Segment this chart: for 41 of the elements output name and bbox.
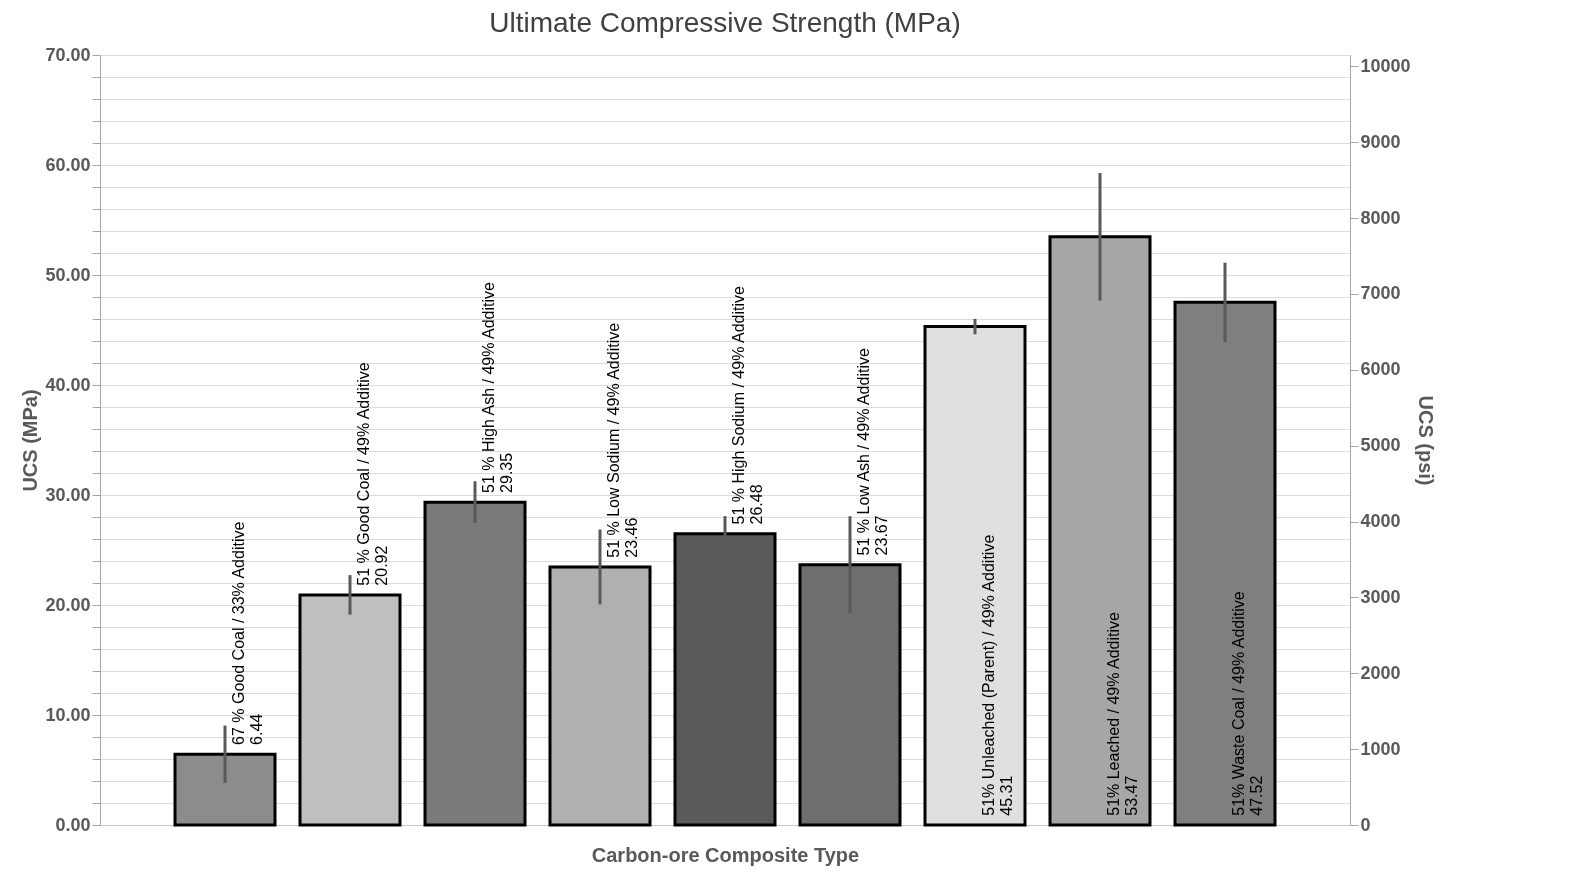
y-tick-label: 70.00 [45,44,91,65]
data-label: 29.35 [498,452,515,493]
data-label: 6.44 [248,713,265,745]
y2-tick-label: 6000 [1360,359,1401,380]
x-tick-label: 51% Unleached (Parent) / 49% Additive [980,534,997,816]
y2-tick-label: 8000 [1360,207,1401,228]
x-tick-label: 51% Leached / 49% Additive [1105,611,1122,816]
y2-tick-label: 1000 [1360,738,1401,759]
data-label: 23.46 [623,517,640,558]
data-label: 47.52 [1248,775,1265,816]
y-tick-label: 60.00 [45,154,91,175]
x-tick-label: 51 % High Sodium / 49% Additive [730,286,747,525]
y2-tick-label: 10000 [1360,55,1411,76]
x-tick-label: 51 % Low Sodium / 49% Additive [605,322,622,558]
x-axis-title: Carbon-ore Composite Type [591,843,860,866]
data-label: 23.67 [873,515,890,556]
x-tick-label: 51 % Good Coal / 49% Additive [355,362,372,586]
y2-tick-label: 5000 [1360,435,1401,456]
x-tick-label: 51 % Low Ash / 49% Additive [855,348,872,556]
data-label: 53.47 [1123,775,1140,816]
y-tick-label: 20.00 [45,594,91,615]
data-label: 20.92 [373,545,390,586]
y-tick-label: 0.00 [55,814,91,835]
y-tick-label: 40.00 [45,374,91,395]
y2-tick-label: 2000 [1360,662,1401,683]
y-tick-label: 30.00 [45,484,91,505]
data-label: 45.31 [998,775,1015,816]
x-tick-label: 51% Waste Coal / 49% Additive [1230,591,1247,816]
x-tick-label: 51 % High Ash / 49% Additive [480,282,497,493]
y-tick-label: 50.00 [45,264,91,285]
chart-title: Ultimate Compressive Strength (MPa) [489,7,961,38]
y2-tick-label: 7000 [1360,283,1401,304]
y-axis-title: UCS (MPa) [19,389,42,492]
y2-tick-label: 9000 [1360,131,1401,152]
y-tick-label: 10.00 [45,704,91,725]
y2-tick-label: 0 [1360,814,1371,835]
y2-tick-label: 4000 [1360,511,1401,532]
y2-axis-title: UCS (psi) [1414,395,1437,486]
data-label: 26.48 [748,484,765,525]
y2-tick-label: 3000 [1360,586,1401,607]
x-tick-label: 67 % Good Coal / 33% Additive [230,521,247,745]
